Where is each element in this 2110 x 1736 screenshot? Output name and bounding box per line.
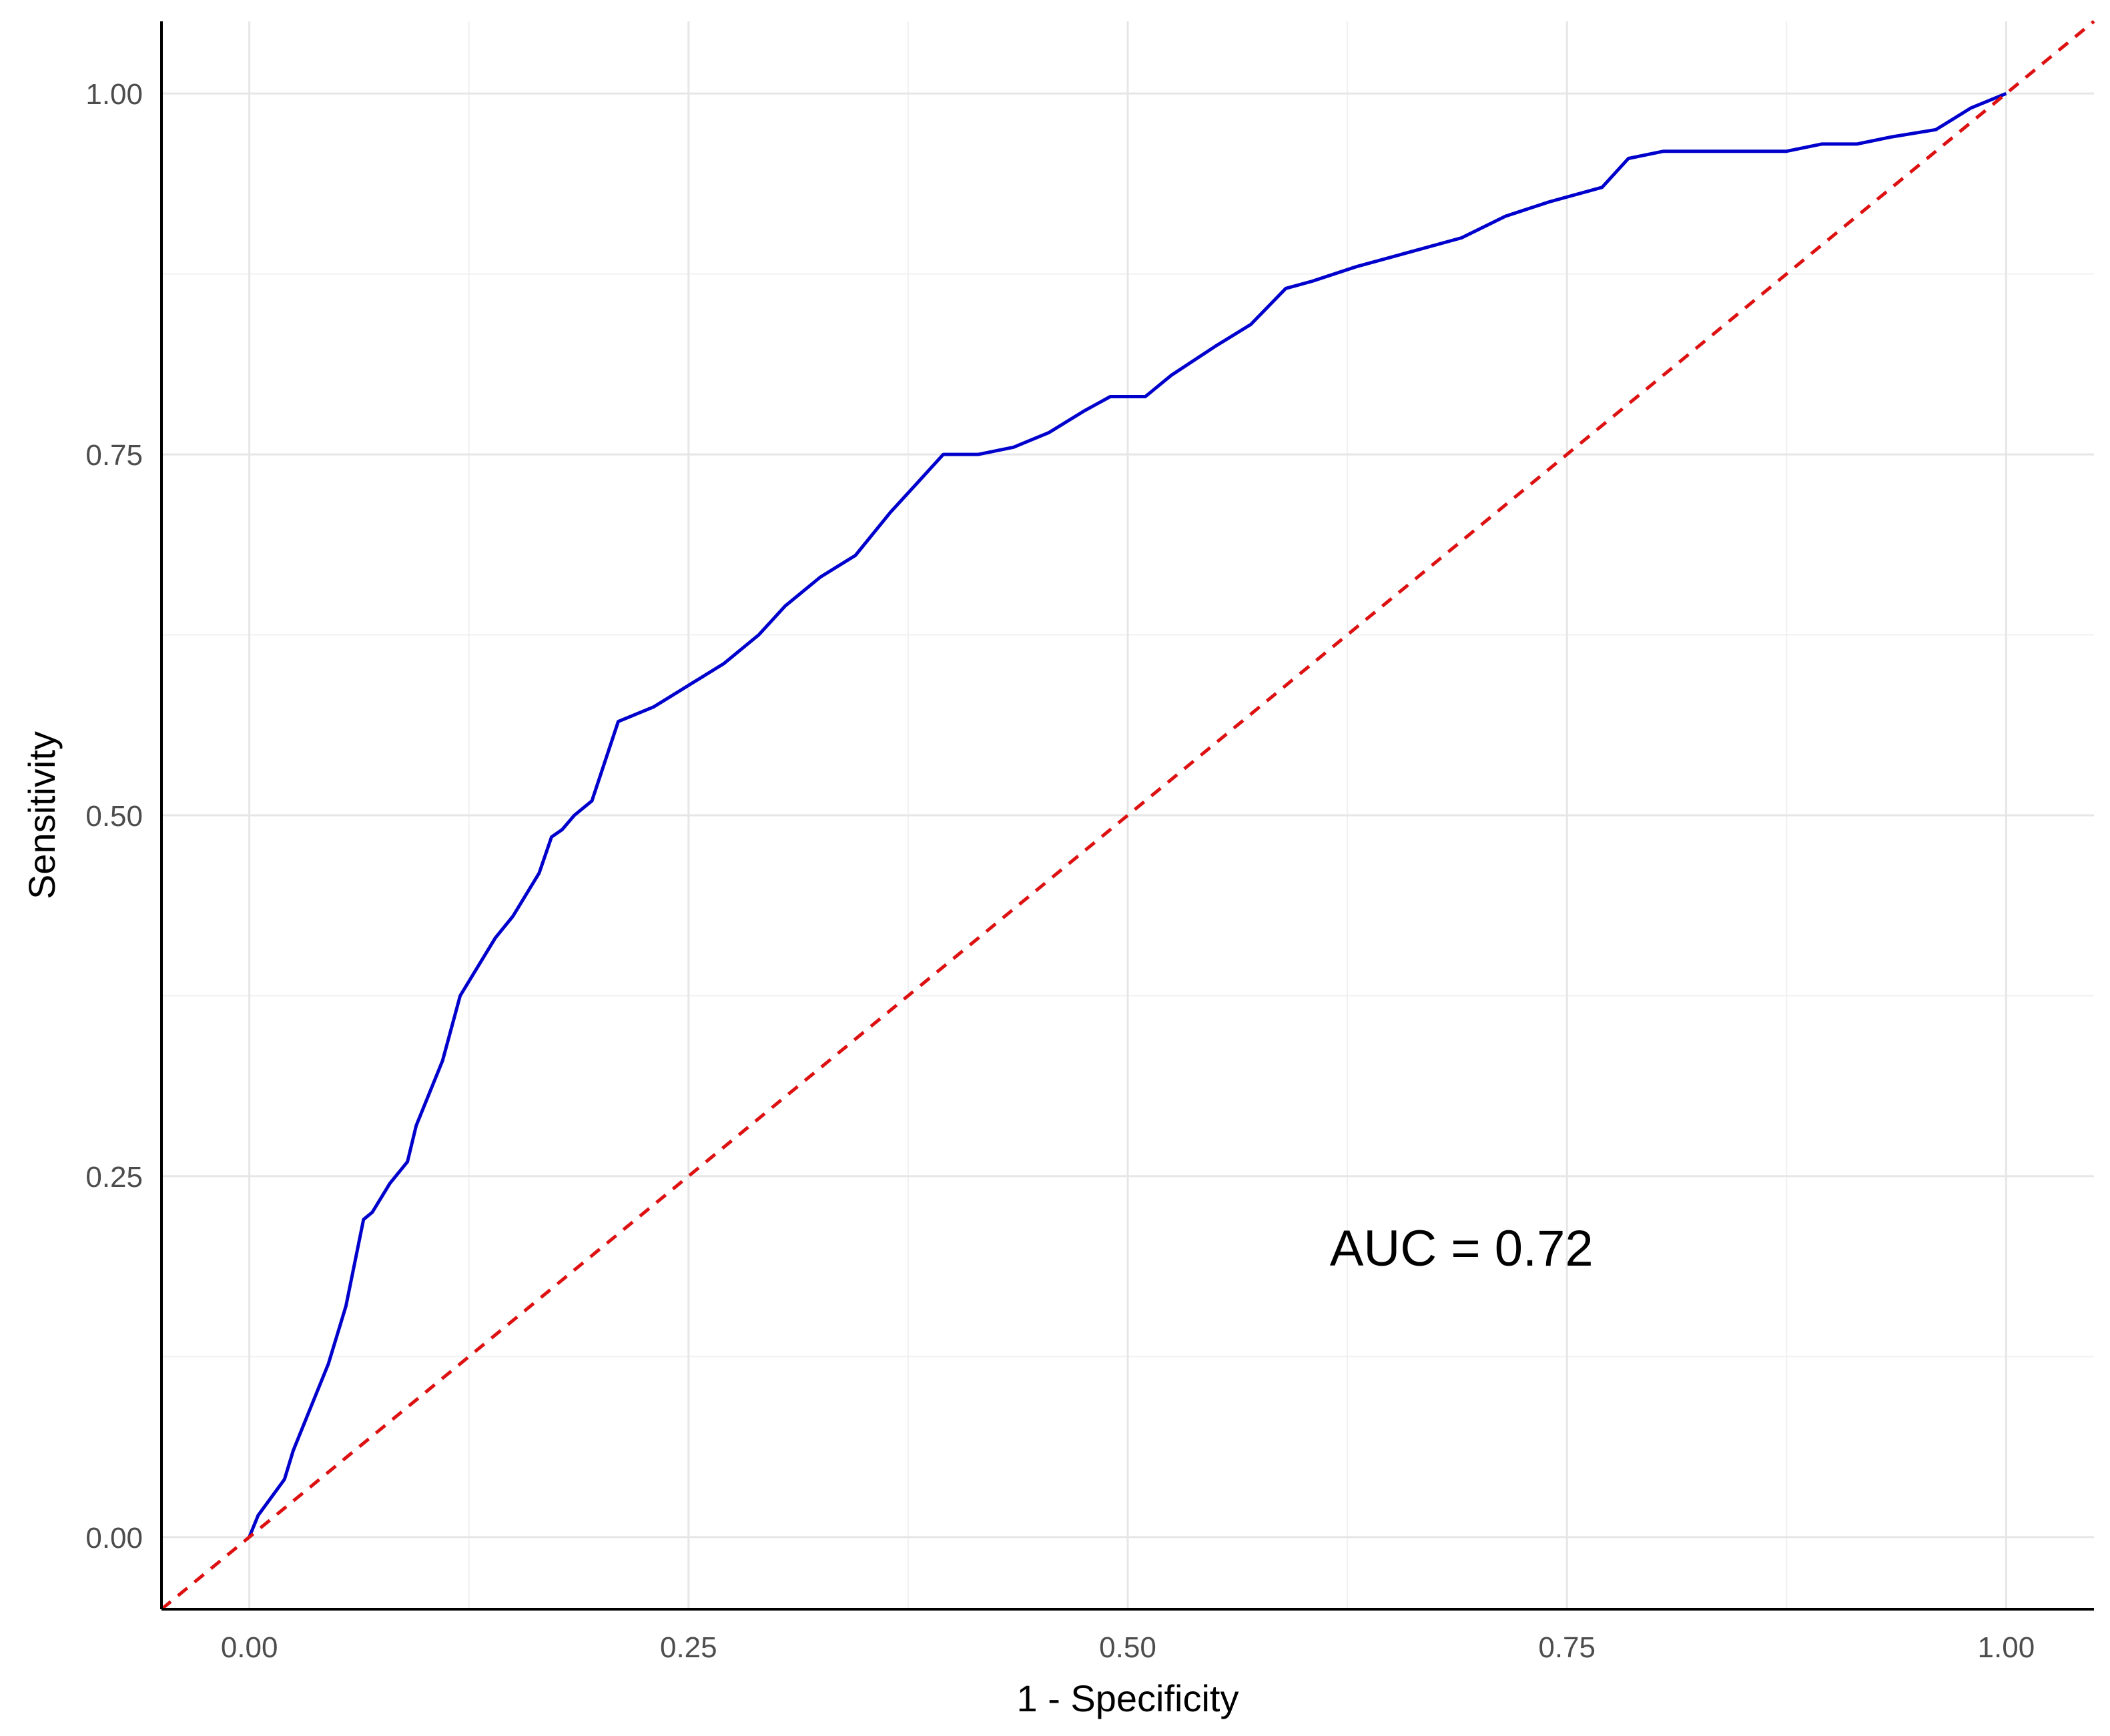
grid-lines [161,21,2094,1609]
y-tick-label: 0.00 [85,1522,143,1555]
x-tick-label: 0.75 [1538,1631,1596,1664]
reference-diagonal-line [160,20,2095,1611]
tick-labels: 0.00 0.25 0.50 0.75 1.00 0.00 0.25 0.50 0.75 1.00 [85,78,2035,1664]
x-tick-label: 0.50 [1099,1631,1156,1664]
plot-series [160,20,2095,1611]
x-tick-label: 0.00 [221,1631,278,1664]
y-tick-label: 0.75 [85,439,143,472]
y-tick-label: 0.50 [85,800,143,833]
y-tick-label: 0.25 [85,1161,143,1194]
x-axis-title: 1 - Specificity [1017,1677,1239,1719]
y-axis-title: Sensitivity [21,731,63,899]
axes [160,21,2094,1611]
auc-annotation: AUC = 0.72 [1330,1220,1594,1277]
x-tick-label: 0.25 [660,1631,717,1664]
roc-curve-line [248,91,2007,1538]
y-tick-label: 1.00 [85,78,143,111]
x-tick-label: 1.00 [1978,1631,2035,1664]
